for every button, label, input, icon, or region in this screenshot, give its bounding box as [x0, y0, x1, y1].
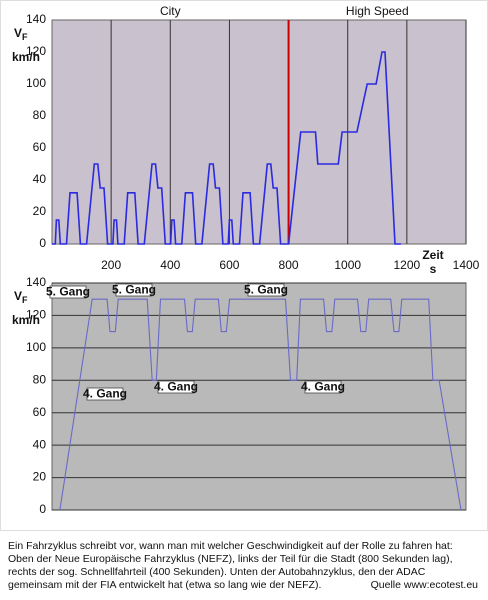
plot-area [51, 19, 467, 245]
y-tick-label: 60 [33, 140, 47, 154]
annotation-box [86, 387, 124, 401]
annotation-box [157, 380, 195, 394]
y-tick-label: 140 [26, 275, 46, 289]
y-tick-label: 80 [33, 372, 47, 386]
annotation: 4. Gang [154, 380, 198, 394]
x-tick-label: 800 [279, 258, 299, 272]
y-axis-label-sub: F [22, 32, 28, 42]
y-axis-unit: km/h [12, 313, 40, 327]
caption-line: gemeinsam mit der FIA entwickelt hat (et… [8, 579, 321, 591]
line-series [59, 298, 462, 511]
y-tick-label: 40 [33, 437, 47, 451]
x-tick-label: 1400 [453, 258, 480, 272]
annotation: 5. Gang [46, 285, 90, 299]
y-tick-label: 120 [26, 308, 46, 322]
annotation-box [115, 283, 153, 297]
y-tick-label: 20 [33, 470, 47, 484]
x-tick-label: 1000 [334, 258, 361, 272]
x-tick-label: 600 [219, 258, 239, 272]
y-tick-label: 140 [26, 12, 46, 26]
y-tick-label: 40 [33, 172, 47, 186]
y-axis-label-sub: F [22, 295, 28, 305]
annotation-box [49, 285, 87, 299]
annotation: 5. Gang [244, 283, 288, 297]
section-label: High Speed [346, 4, 409, 18]
line-series [52, 51, 401, 245]
y-tick-label: 0 [39, 236, 46, 250]
y-tick-label: 120 [26, 44, 46, 58]
x-tick-label: 400 [160, 258, 180, 272]
y-tick-label: 20 [33, 204, 47, 218]
y-axis-label: VF [14, 289, 28, 305]
y-axis-label-main: V [14, 26, 22, 40]
caption-line: Ein Fahrzyklus schreibt vor, wann man mi… [8, 540, 453, 552]
x-axis-unit: s [430, 262, 437, 276]
x-tick-label: 1200 [394, 258, 421, 272]
y-axis-unit: km/h [12, 50, 40, 64]
y-tick-label: 100 [26, 76, 46, 90]
annotation: 4. Gang [301, 380, 345, 394]
y-tick-label: 0 [39, 502, 46, 516]
x-axis-label: Zeit [422, 248, 443, 262]
annotation: 4. Gang [83, 387, 127, 401]
source: Quelle www:ecotest.eu [371, 579, 479, 591]
y-tick-label: 80 [33, 108, 47, 122]
y-tick-label: 100 [26, 340, 46, 354]
annotation-box [247, 283, 285, 297]
caption-line: Oben der Neue Europäische Fahrzyklus (NE… [8, 553, 453, 565]
y-tick-label: 60 [33, 405, 47, 419]
x-tick-label: 200 [101, 258, 121, 272]
y-axis-label-main: V [14, 289, 22, 303]
section-label: City [160, 4, 181, 18]
caption-line: rechts der sog. Schnellfahrteil (400 Sek… [8, 566, 426, 578]
annotation: 5. Gang [112, 283, 156, 297]
y-axis-label: VF [14, 26, 28, 42]
annotation-box [304, 380, 342, 394]
